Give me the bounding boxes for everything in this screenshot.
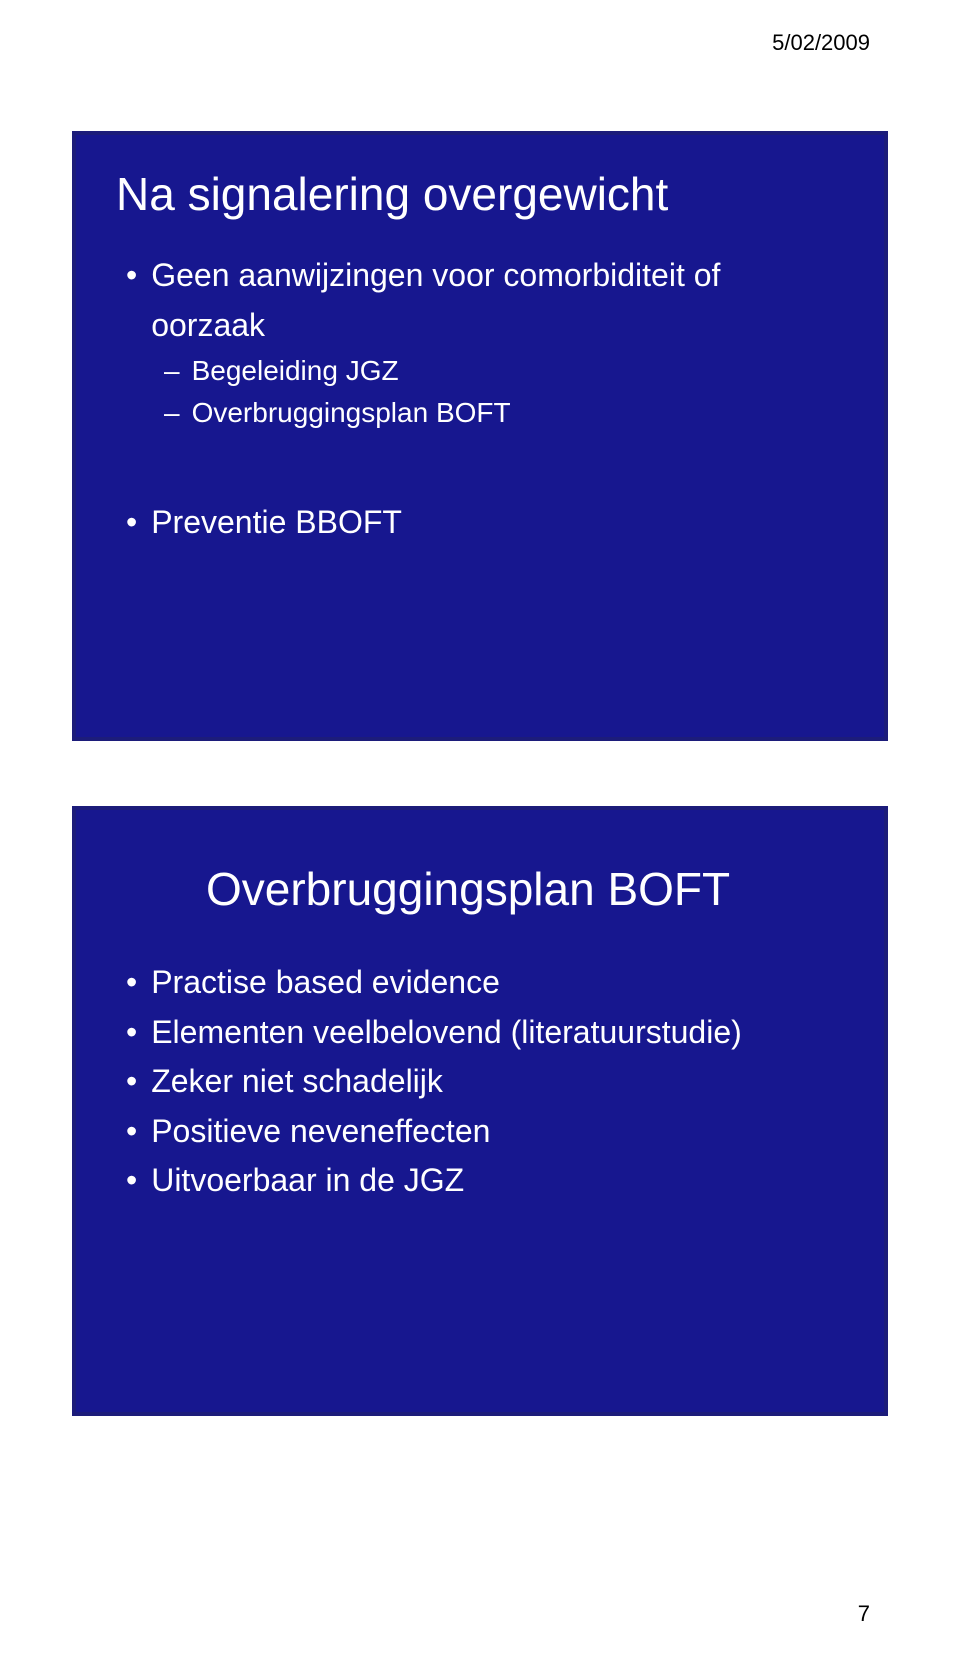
bullet-text: Uitvoerbaar in de JGZ [151, 1156, 834, 1206]
bullet-item: • Elementen veelbelovend (literatuurstud… [126, 1008, 834, 1058]
bullet-item: • Zeker niet schadelijk [126, 1057, 834, 1107]
page-number: 7 [858, 1601, 870, 1627]
bullet-dot-icon: • [126, 1008, 137, 1058]
bullet-text: Elementen veelbelovend (literatuurstudie… [151, 1008, 834, 1058]
bullet-text: Geen aanwijzingen voor comorbiditeit of … [151, 251, 834, 350]
slide-2-body: • Practise based evidence • Elementen ve… [76, 948, 884, 1206]
sub-bullet-item: – Overbruggingsplan BOFT [126, 392, 834, 434]
bullet-dot-icon: • [126, 251, 137, 301]
bullet-dot-icon: • [126, 1107, 137, 1157]
bullet-item: • Preventie BBOFT [126, 498, 834, 548]
bullet-dot-icon: • [126, 498, 137, 548]
bullet-dot-icon: • [126, 1156, 137, 1206]
spacer [126, 434, 834, 498]
bullet-text: Practise based evidence [151, 958, 834, 1008]
dash-icon: – [164, 350, 180, 392]
bullet-dot-icon: • [126, 1057, 137, 1107]
sub-bullet-text: Begeleiding JGZ [192, 350, 399, 392]
bullet-item: • Practise based evidence [126, 958, 834, 1008]
sub-bullet-text: Overbruggingsplan BOFT [192, 392, 511, 434]
bullet-text: Zeker niet schadelijk [151, 1057, 834, 1107]
bullet-text: Positieve neveneffecten [151, 1107, 834, 1157]
bullet-item: • Positieve neveneffecten [126, 1107, 834, 1157]
sub-bullet-item: – Begeleiding JGZ [126, 350, 834, 392]
slide-1-body: • Geen aanwijzingen voor comorbiditeit o… [76, 241, 884, 548]
bullet-item: • Uitvoerbaar in de JGZ [126, 1156, 834, 1206]
dash-icon: – [164, 392, 180, 434]
header-date: 5/02/2009 [772, 30, 870, 56]
slide-2-title: Overbruggingsplan BOFT [76, 810, 884, 948]
bullet-text: Preventie BBOFT [151, 498, 834, 548]
bullet-item: • Geen aanwijzingen voor comorbiditeit o… [126, 251, 834, 350]
bullet-dot-icon: • [126, 958, 137, 1008]
slide-1-title: Na signalering overgewicht [76, 135, 884, 241]
slide-2: Overbruggingsplan BOFT • Practise based … [72, 806, 888, 1416]
slide-1: Na signalering overgewicht • Geen aanwij… [72, 131, 888, 741]
